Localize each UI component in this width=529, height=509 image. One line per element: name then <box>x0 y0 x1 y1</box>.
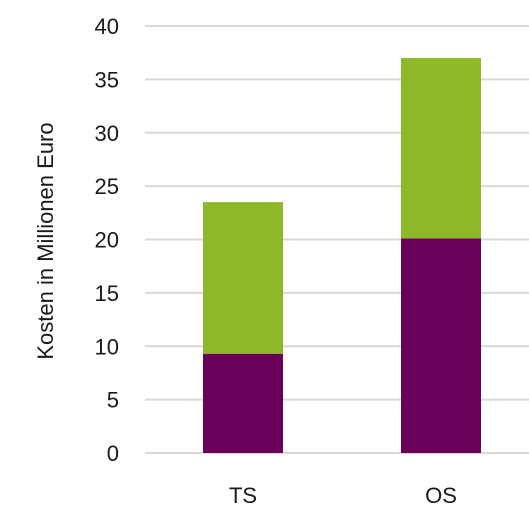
y-tick-label: 10 <box>95 334 119 359</box>
y-tick-label: 15 <box>95 281 119 306</box>
x-axis-ticks: TS OS <box>229 483 457 508</box>
y-axis-ticks: 0 5 10 15 20 25 30 35 40 <box>95 14 119 466</box>
y-tick-label: 35 <box>95 67 119 92</box>
bar-os-segment-1 <box>401 238 481 453</box>
bar-ts-segment-2 <box>203 202 283 354</box>
y-tick-label: 25 <box>95 174 119 199</box>
x-tick-label-ts: TS <box>229 483 257 508</box>
y-tick-label: 20 <box>95 228 119 253</box>
y-tick-label: 5 <box>107 388 119 413</box>
bars <box>203 58 481 453</box>
bar-os-segment-2 <box>401 58 481 239</box>
x-tick-label-os: OS <box>425 483 457 508</box>
y-axis-title: Kosten in Millionen Euro <box>33 122 58 359</box>
y-tick-label: 0 <box>107 441 119 466</box>
y-tick-label: 30 <box>95 121 119 146</box>
y-tick-label: 40 <box>95 14 119 39</box>
bar-ts-segment-1 <box>203 353 283 453</box>
